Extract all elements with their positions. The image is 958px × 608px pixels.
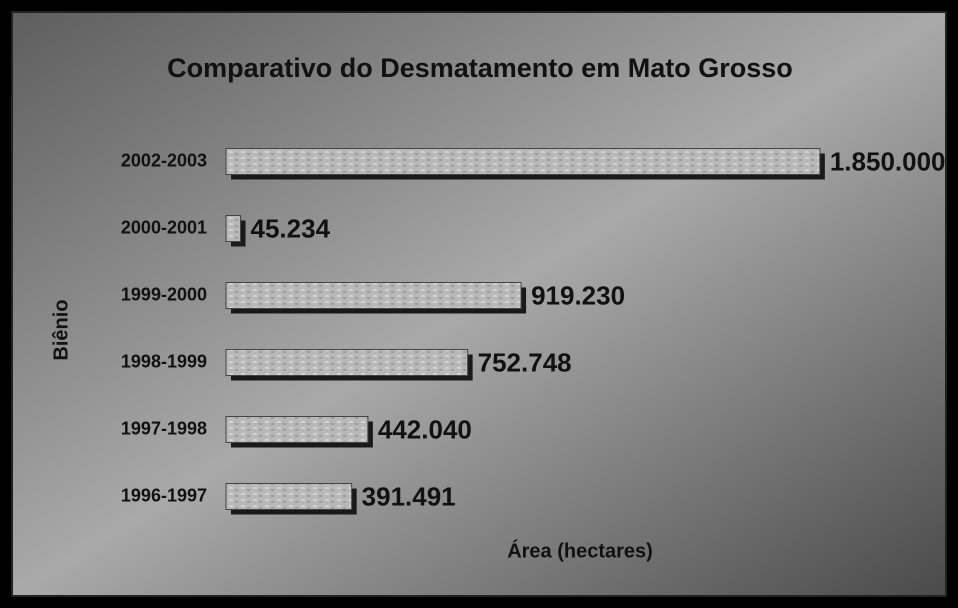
bar <box>225 148 821 175</box>
y-tick-label: 2000-2001 <box>121 217 207 237</box>
value-label: 752.748 <box>478 347 572 377</box>
value-label: 919.230 <box>531 280 625 310</box>
y-tick-label: 1998-1999 <box>121 351 207 371</box>
y-tick-label: 1997-1998 <box>121 418 207 438</box>
y-tick-label: 1996-1997 <box>121 485 207 505</box>
value-label: 45.234 <box>251 213 331 243</box>
bar <box>225 483 353 510</box>
bar <box>225 416 369 443</box>
value-label: 1.850.000 <box>830 146 946 176</box>
x-axis-label: Área (hectares) <box>507 539 653 562</box>
y-axis-label: Biênio <box>50 299 72 360</box>
y-tick-label: 2002-2003 <box>121 150 207 170</box>
bar <box>225 349 469 376</box>
value-label: 391.491 <box>362 481 456 511</box>
y-tick-label: 1999-2000 <box>121 284 207 304</box>
chart-title: Comparativo do Desmatamento em Mato Gros… <box>167 53 793 83</box>
bar <box>225 282 522 309</box>
value-label: 442.040 <box>378 414 472 444</box>
bar <box>225 215 242 242</box>
